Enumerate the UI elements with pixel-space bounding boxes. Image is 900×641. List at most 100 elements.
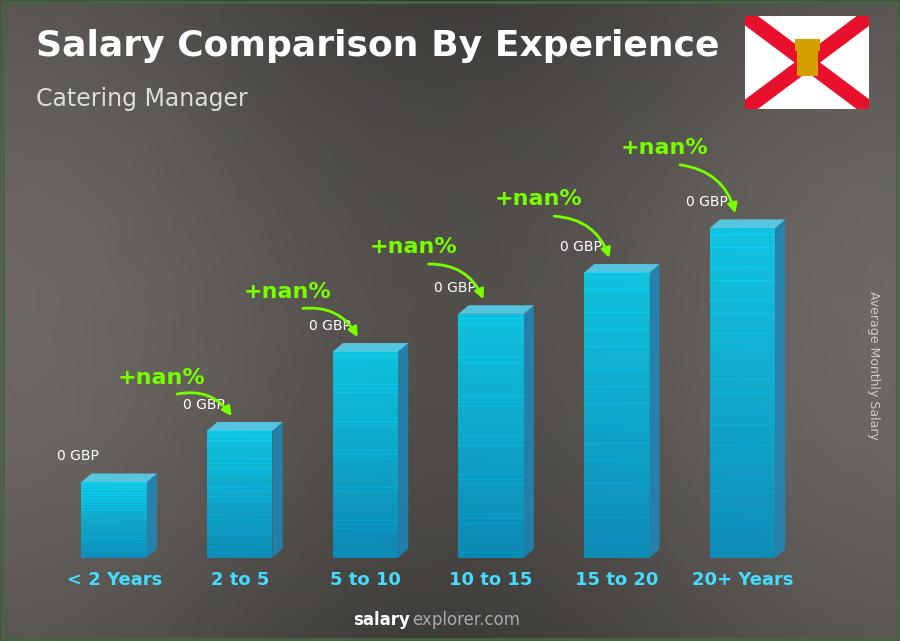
Bar xyxy=(333,545,398,549)
Bar xyxy=(584,506,650,512)
Bar xyxy=(333,508,398,512)
Bar xyxy=(207,451,273,453)
Bar xyxy=(81,520,147,521)
Bar xyxy=(710,458,775,465)
Bar xyxy=(584,483,650,489)
Bar xyxy=(584,444,650,449)
Bar xyxy=(333,401,398,405)
Bar xyxy=(710,294,775,301)
Bar xyxy=(81,492,147,494)
Bar xyxy=(207,438,273,441)
Bar xyxy=(207,519,273,522)
Bar xyxy=(458,367,524,372)
Bar xyxy=(207,554,273,558)
Bar xyxy=(81,542,147,544)
Bar xyxy=(333,355,398,360)
Bar xyxy=(333,553,398,558)
Bar xyxy=(207,469,273,471)
Bar xyxy=(458,416,524,421)
Bar xyxy=(458,406,524,412)
Bar xyxy=(207,529,273,532)
Bar xyxy=(81,506,147,508)
Bar xyxy=(333,504,398,508)
Bar xyxy=(333,429,398,434)
Bar xyxy=(207,443,273,446)
Bar xyxy=(207,466,273,469)
Bar xyxy=(584,472,650,478)
Bar xyxy=(584,512,650,518)
Polygon shape xyxy=(333,343,409,352)
Text: +nan%: +nan% xyxy=(118,368,206,388)
Polygon shape xyxy=(584,264,660,272)
Bar xyxy=(333,388,398,393)
Text: 0 GBP: 0 GBP xyxy=(309,319,350,333)
Bar xyxy=(207,479,273,481)
Bar xyxy=(584,523,650,529)
Bar xyxy=(333,442,398,446)
Text: Average Monthly Salary: Average Monthly Salary xyxy=(868,291,880,440)
Bar xyxy=(458,431,524,436)
Bar xyxy=(710,353,775,360)
Bar xyxy=(458,484,524,490)
Bar xyxy=(458,377,524,382)
Bar xyxy=(81,489,147,491)
Bar xyxy=(333,463,398,467)
Bar xyxy=(207,517,273,520)
Bar xyxy=(207,471,273,474)
Bar xyxy=(458,533,524,538)
Bar xyxy=(333,516,398,520)
Bar xyxy=(584,295,650,301)
Bar xyxy=(81,538,147,540)
Polygon shape xyxy=(524,305,534,558)
Bar xyxy=(458,508,524,514)
Bar xyxy=(710,498,775,505)
Bar xyxy=(207,463,273,466)
Bar xyxy=(81,482,147,483)
Bar xyxy=(710,465,775,472)
Bar xyxy=(81,553,147,554)
Bar xyxy=(584,306,650,313)
Bar xyxy=(458,440,524,445)
Bar xyxy=(710,511,775,518)
Bar xyxy=(710,247,775,254)
Bar xyxy=(584,301,650,307)
Bar xyxy=(333,363,398,368)
Bar xyxy=(458,343,524,348)
Bar xyxy=(584,272,650,278)
Bar xyxy=(81,522,147,524)
Bar xyxy=(797,44,817,76)
Bar xyxy=(458,333,524,338)
Bar xyxy=(710,280,775,287)
Bar xyxy=(207,501,273,504)
Bar xyxy=(333,409,398,413)
Bar xyxy=(458,519,524,524)
Bar xyxy=(207,527,273,529)
Bar xyxy=(333,492,398,496)
Bar xyxy=(333,380,398,385)
Bar xyxy=(458,553,524,558)
Bar xyxy=(333,549,398,554)
Bar xyxy=(458,494,524,499)
Bar xyxy=(207,499,273,502)
Bar xyxy=(81,483,147,485)
Bar xyxy=(710,412,775,419)
Bar xyxy=(710,504,775,512)
Bar xyxy=(458,504,524,509)
Bar xyxy=(81,517,147,519)
Bar xyxy=(584,409,650,415)
Bar xyxy=(458,460,524,465)
Bar xyxy=(458,445,524,451)
Bar xyxy=(710,274,775,281)
Bar xyxy=(584,438,650,444)
Bar xyxy=(710,518,775,525)
Bar xyxy=(584,535,650,540)
Bar xyxy=(333,405,398,410)
Polygon shape xyxy=(398,343,409,558)
Text: 0 GBP: 0 GBP xyxy=(58,449,99,463)
Polygon shape xyxy=(147,474,157,558)
Bar xyxy=(81,487,147,488)
Bar xyxy=(333,533,398,537)
Bar xyxy=(710,544,775,551)
Bar xyxy=(710,399,775,406)
Bar xyxy=(333,376,398,381)
